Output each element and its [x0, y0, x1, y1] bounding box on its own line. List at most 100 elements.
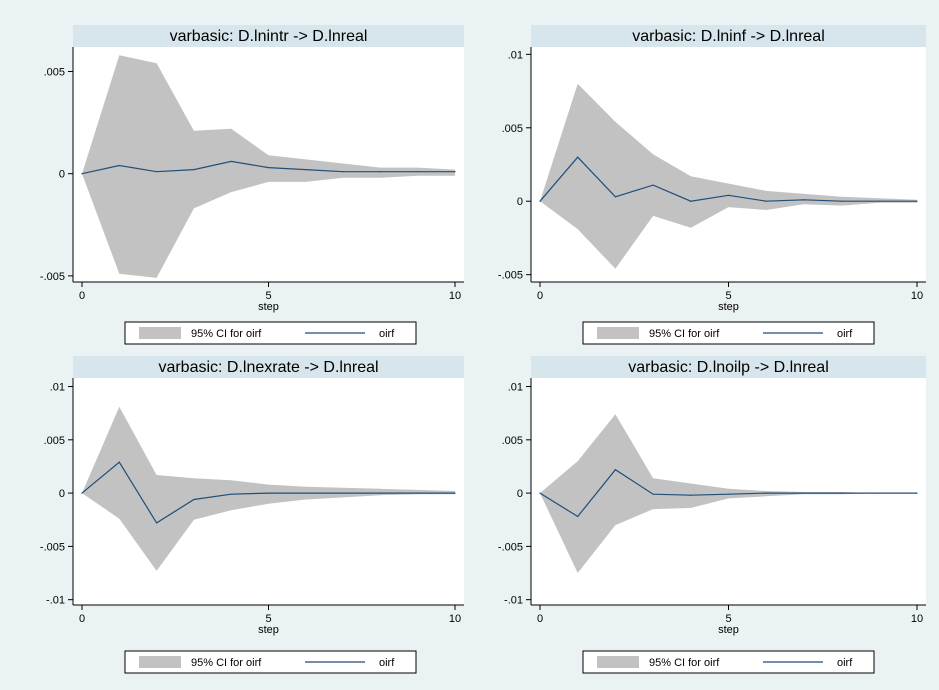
- legend-line-label: oirf: [837, 328, 853, 340]
- oirf-point: [539, 200, 541, 202]
- x-tick-label: 0: [79, 290, 85, 302]
- panel-title-strip: [73, 356, 464, 378]
- legend-ci-label: 95% CI for oirf: [649, 328, 720, 340]
- y-tick-label: -.01: [504, 595, 523, 607]
- chart-panel-3: varbasic: D.lnexrate -> D.lnreal -.01 -.00…: [40, 356, 464, 674]
- oirf-point: [230, 493, 232, 495]
- legend-line-label: oirf: [379, 328, 395, 340]
- oirf-point: [454, 492, 456, 494]
- x-tick-label: 10: [449, 613, 461, 625]
- y-tick-label: 0: [59, 169, 65, 181]
- panels-container: varbasic: D.lnintr -> D.lnreal -.005 0 .005…: [40, 25, 926, 674]
- x-axis-label: step: [718, 624, 739, 636]
- x-tick-label: 5: [265, 290, 271, 302]
- legend-ci-swatch: [139, 327, 181, 339]
- oirf-point: [118, 164, 120, 167]
- oirf-point: [379, 171, 381, 173]
- y-tick-label: .005: [44, 67, 65, 79]
- y-tick-label: 0: [517, 196, 523, 208]
- panel-title-strip: [73, 25, 464, 47]
- y-tick-label: -.005: [40, 271, 65, 283]
- legend-line-label: oirf: [379, 657, 395, 669]
- legend-ci-label: 95% CI for oirf: [191, 657, 262, 669]
- ci-band: [82, 406, 455, 571]
- y-tick-label: -.005: [40, 541, 65, 553]
- oirf-point: [690, 494, 692, 496]
- oirf-point: [803, 492, 805, 494]
- panel-title-strip: [531, 25, 926, 47]
- oirf-point: [841, 492, 843, 494]
- x-tick-label: 10: [911, 290, 923, 302]
- oirf-point: [916, 200, 918, 202]
- oirf-point: [342, 492, 344, 494]
- y-tick-label: .005: [502, 435, 523, 447]
- y-tick-label: .005: [44, 435, 65, 447]
- x-tick-label: 0: [537, 613, 543, 625]
- oirf-point: [614, 469, 617, 471]
- oirf-point: [193, 169, 195, 171]
- legend-ci-label: 95% CI for oirf: [649, 657, 720, 669]
- y-tick-label: 0: [517, 488, 523, 500]
- y-tick-label: -.005: [498, 541, 523, 553]
- oirf-point: [765, 200, 767, 202]
- oirf-point: [267, 492, 270, 494]
- oirf-point: [156, 522, 158, 524]
- x-tick-label: 0: [537, 290, 543, 302]
- oirf-point: [81, 492, 83, 494]
- legend-ci-label: 95% CI for oirf: [191, 328, 262, 340]
- oirf-point: [267, 166, 270, 169]
- legend-box: [124, 321, 417, 345]
- oirf-point: [379, 492, 381, 494]
- y-tick-label: 0: [59, 488, 65, 500]
- oirf-point: [727, 194, 730, 196]
- oirf-point: [614, 196, 617, 198]
- oirf-point: [803, 199, 805, 201]
- legend-box: [582, 650, 875, 674]
- y-tick-label: -.005: [498, 270, 523, 282]
- oirf-point: [916, 492, 918, 494]
- y-tick-label: -.01: [46, 595, 65, 607]
- oirf-point: [765, 492, 767, 494]
- oirf-point: [652, 493, 654, 495]
- x-axis-label: step: [718, 301, 739, 313]
- oirf-point: [118, 461, 120, 463]
- oirf-point: [539, 492, 541, 494]
- oirf-point: [417, 171, 419, 173]
- x-tick-label: 5: [725, 290, 731, 302]
- y-tick-label: .01: [50, 382, 65, 394]
- x-tick-label: 0: [79, 613, 85, 625]
- chart-panel-1: varbasic: D.lnintr -> D.lnreal -.005 0 .005…: [40, 25, 464, 345]
- ci-band: [540, 83, 917, 269]
- oirf-point: [305, 492, 307, 494]
- oirf-point: [577, 515, 579, 518]
- oirf-point: [878, 492, 880, 494]
- oirf-point: [878, 200, 880, 202]
- oirf-point: [156, 171, 158, 173]
- chart-panel-2: varbasic: D.lninf -> D.lnreal -.005 0 .005.…: [498, 25, 926, 345]
- oirf-point: [841, 200, 843, 202]
- y-tick-label: .005: [502, 123, 523, 135]
- legend-line-label: oirf: [837, 657, 853, 669]
- oirf-point: [727, 493, 730, 495]
- y-tick-label: .01: [508, 49, 523, 61]
- x-tick-label: 10: [449, 290, 461, 302]
- legend-box: [124, 650, 417, 674]
- y-tick-label: .01: [508, 382, 523, 394]
- panel-title: varbasic: D.lnoilp -> D.lnreal: [628, 359, 829, 376]
- oirf-point: [81, 173, 83, 175]
- oirf-point: [230, 160, 232, 163]
- legend-ci-swatch: [597, 656, 639, 668]
- legend-ci-swatch: [139, 656, 181, 668]
- oirf-point: [454, 171, 456, 173]
- panel-title: varbasic: D.lnexrate -> D.lnreal: [158, 359, 378, 376]
- oirf-point: [652, 184, 654, 186]
- panel-title: varbasic: D.lninf -> D.lnreal: [632, 28, 825, 45]
- chart-panel-4: varbasic: D.lnoilp -> D.lnreal -.01 -.005 0…: [498, 356, 926, 674]
- oirf-point: [342, 171, 344, 173]
- panel-title-strip: [531, 356, 926, 378]
- legend-box: [582, 321, 875, 345]
- ci-band: [82, 55, 455, 278]
- x-axis-label: step: [258, 301, 279, 313]
- oirf-point: [577, 156, 579, 158]
